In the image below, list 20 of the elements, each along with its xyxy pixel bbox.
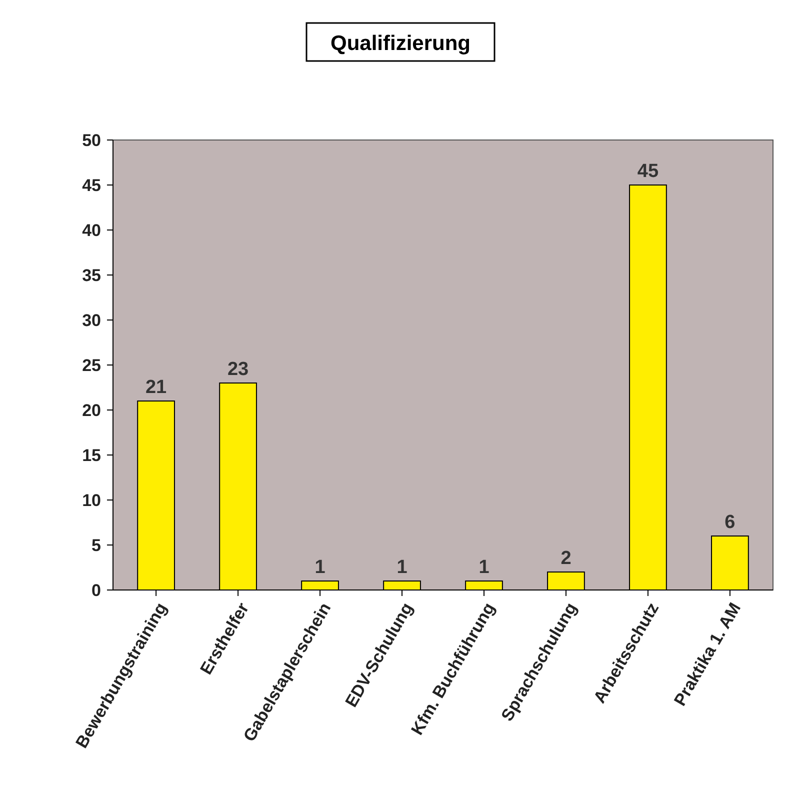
y-tick-label: 50 bbox=[82, 130, 101, 150]
y-tick-label: 15 bbox=[82, 446, 101, 465]
y-tick-label: 30 bbox=[82, 310, 101, 330]
y-tick-label: 5 bbox=[92, 536, 101, 555]
y-tick-label: 45 bbox=[82, 176, 101, 195]
y-tick-label: 25 bbox=[82, 356, 101, 375]
data-label: 23 bbox=[227, 359, 249, 380]
y-tick-label: 20 bbox=[82, 400, 101, 420]
data-label: 1 bbox=[396, 557, 408, 578]
chart-title: Qualifizierung bbox=[330, 32, 471, 55]
y-tick-label: 0 bbox=[92, 580, 101, 600]
y-tick-label: 35 bbox=[82, 266, 101, 285]
data-label: 21 bbox=[145, 377, 168, 398]
data-label: 6 bbox=[724, 512, 736, 533]
data-label: 1 bbox=[478, 557, 490, 578]
data-label: 2 bbox=[560, 548, 572, 569]
y-tick-label: 10 bbox=[82, 490, 101, 510]
data-label: 45 bbox=[637, 161, 659, 182]
data-label: 1 bbox=[314, 557, 326, 578]
y-tick-label: 40 bbox=[82, 220, 101, 240]
